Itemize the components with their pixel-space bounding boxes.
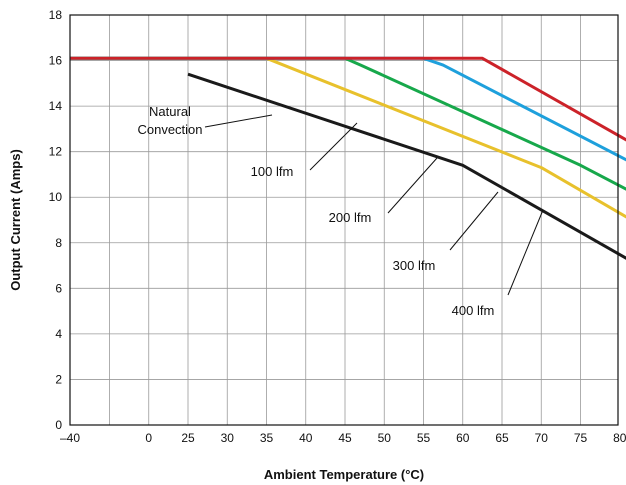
x-tick-label: 35	[260, 431, 274, 445]
leader-line-300-lfm	[449, 191, 499, 251]
y-tick-label: 4	[55, 327, 62, 341]
y-tick-label: 8	[55, 236, 62, 250]
x-tick-label: 45	[338, 431, 352, 445]
y-tick-label: 10	[49, 190, 63, 204]
series-layer	[70, 56, 626, 260]
x-tick-label: 25	[181, 431, 195, 445]
series-line-400-lfm	[70, 56, 626, 142]
y-tick-label: 6	[55, 281, 62, 295]
x-tick-label: 80	[613, 431, 626, 445]
leader-line-200-lfm	[387, 157, 438, 214]
annotation-line: Natural	[149, 104, 191, 119]
leader-line-100-lfm	[309, 122, 358, 171]
y-tick-labels: 0 2 4 6 8 10 12 14 16 18	[49, 8, 63, 432]
y-tick-label: 16	[49, 54, 63, 68]
y-tick-label: 2	[55, 372, 62, 386]
annotation-200-lfm: 200 lfm	[329, 210, 372, 225]
annotation-line: 200 lfm	[329, 210, 372, 225]
annotation-line: 400 lfm	[452, 303, 495, 318]
x-tick-label: 0	[145, 431, 152, 445]
x-tick-label: –40	[60, 431, 80, 445]
y-tick-label: 18	[49, 8, 63, 22]
annotation-line: 100 lfm	[251, 164, 294, 179]
grid-lines	[70, 15, 618, 425]
x-tick-label: 70	[535, 431, 549, 445]
x-axis-label: Ambient Temperature (°C)	[264, 467, 424, 482]
x-tick-label: 55	[417, 431, 431, 445]
x-tick-label: 30	[221, 431, 235, 445]
x-tick-labels: –40025303540455055606570758085	[60, 431, 626, 445]
x-tick-label: 75	[574, 431, 588, 445]
annotation-line: Convection	[137, 122, 202, 137]
y-tick-label: 12	[49, 145, 63, 159]
x-tick-label: 65	[495, 431, 509, 445]
annotation-300-lfm: 300 lfm	[393, 258, 436, 273]
y-axis-label: Output Current (Amps)	[8, 149, 23, 291]
x-tick-label: 60	[456, 431, 470, 445]
annotation-100-lfm: 100 lfm	[251, 164, 294, 179]
leader-line-400-lfm	[507, 209, 544, 296]
series-line-natural-convection	[187, 72, 626, 260]
annotation-400-lfm: 400 lfm	[452, 303, 495, 318]
annotation-layer: Natural Convection 100 lfm 200 lfm 300 lfm 40…	[137, 104, 544, 318]
annotation-natural-convection: Natural Convection	[137, 104, 202, 137]
x-tick-label: 50	[378, 431, 392, 445]
plot-frame	[69, 14, 619, 426]
y-tick-label: 14	[49, 99, 63, 113]
leader-line-natural-convection	[204, 114, 273, 128]
y-tick-label: 0	[55, 418, 62, 432]
x-tick-label: 40	[299, 431, 313, 445]
annotation-line: 300 lfm	[393, 258, 436, 273]
